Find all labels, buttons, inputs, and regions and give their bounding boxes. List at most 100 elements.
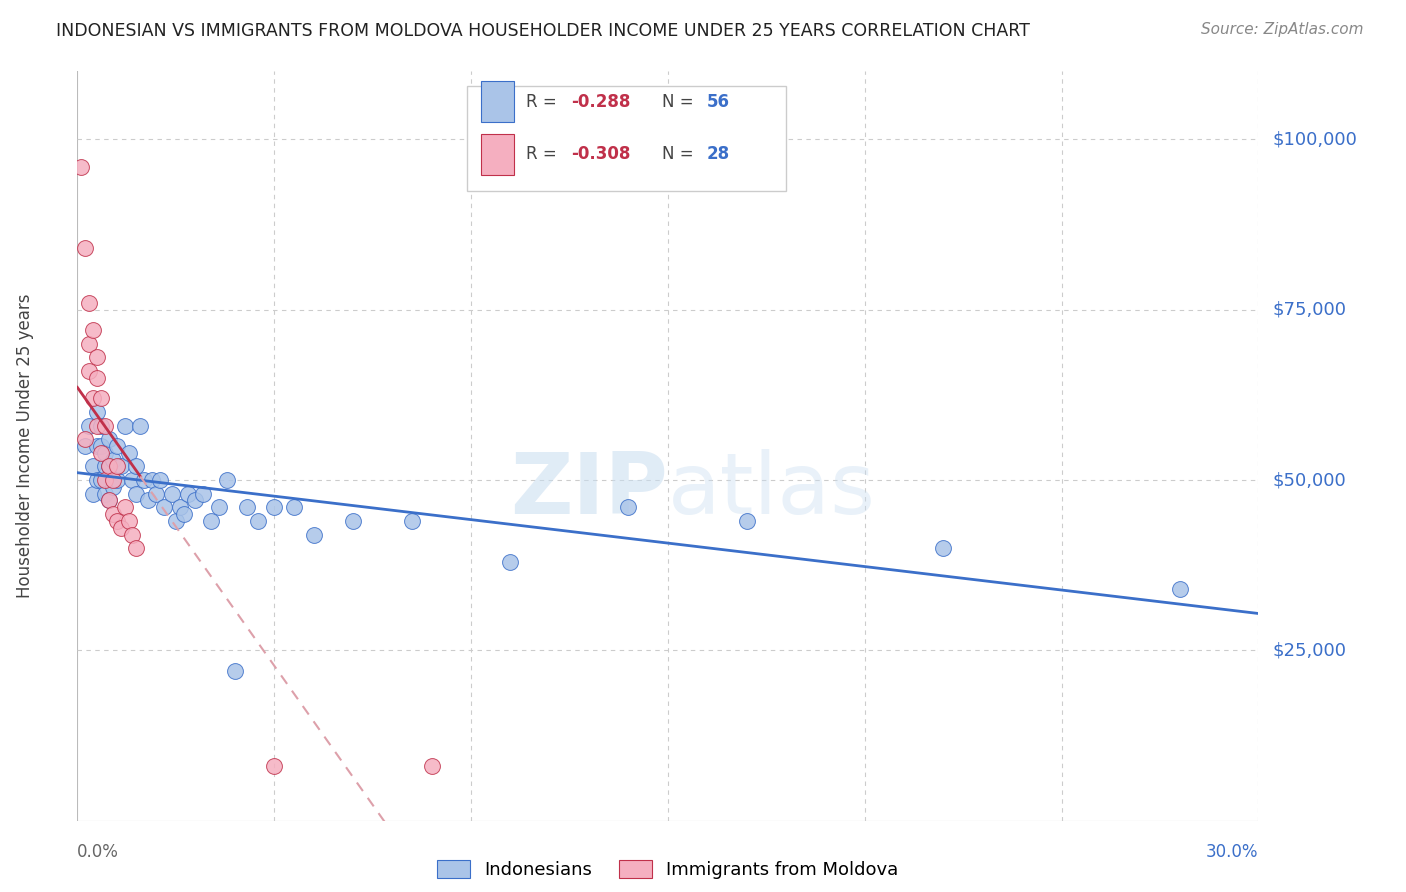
- Point: [86, 371, 108, 385]
- Point: [105, 473, 128, 487]
- Point: [184, 493, 207, 508]
- Point: [86, 405, 108, 419]
- Point: [101, 452, 124, 467]
- FancyBboxPatch shape: [481, 134, 515, 175]
- Point: [145, 486, 167, 500]
- Point: [263, 759, 285, 773]
- Text: R =: R =: [526, 145, 562, 163]
- Point: [932, 541, 955, 556]
- Point: [97, 493, 120, 508]
- Text: $100,000: $100,000: [1272, 130, 1357, 148]
- Point: [86, 473, 108, 487]
- Point: [136, 493, 159, 508]
- Text: 30.0%: 30.0%: [1206, 843, 1258, 861]
- Point: [97, 432, 120, 446]
- Point: [90, 446, 112, 460]
- Point: [82, 486, 104, 500]
- Legend: Indonesians, Immigrants from Moldova: Indonesians, Immigrants from Moldova: [430, 853, 905, 887]
- Point: [82, 392, 104, 406]
- Point: [283, 500, 305, 515]
- Text: -0.288: -0.288: [571, 93, 630, 111]
- Point: [117, 514, 139, 528]
- Point: [86, 439, 108, 453]
- Point: [193, 486, 215, 500]
- Point: [101, 507, 124, 521]
- Point: [114, 500, 136, 515]
- Point: [82, 323, 104, 337]
- Point: [86, 351, 108, 365]
- Point: [1168, 582, 1191, 596]
- Point: [101, 473, 124, 487]
- Point: [114, 418, 136, 433]
- Point: [235, 500, 257, 515]
- Point: [110, 459, 132, 474]
- Point: [90, 439, 112, 453]
- Point: [617, 500, 640, 515]
- Point: [77, 418, 100, 433]
- Point: [77, 336, 100, 351]
- Point: [110, 521, 132, 535]
- Point: [499, 555, 522, 569]
- Point: [263, 500, 285, 515]
- Point: [94, 486, 117, 500]
- Point: [247, 514, 270, 528]
- Point: [105, 514, 128, 528]
- Text: 28: 28: [707, 145, 730, 163]
- Point: [90, 418, 112, 433]
- Point: [94, 446, 117, 460]
- Point: [165, 514, 187, 528]
- Point: [129, 418, 152, 433]
- Point: [401, 514, 423, 528]
- Point: [70, 160, 93, 174]
- Point: [302, 527, 325, 541]
- Point: [224, 664, 246, 678]
- Text: 56: 56: [707, 93, 730, 111]
- Text: N =: N =: [662, 145, 699, 163]
- Point: [134, 473, 156, 487]
- Point: [82, 459, 104, 474]
- Text: R =: R =: [526, 93, 562, 111]
- Text: N =: N =: [662, 93, 699, 111]
- Point: [94, 473, 117, 487]
- Text: Householder Income Under 25 years: Householder Income Under 25 years: [17, 293, 34, 599]
- Point: [90, 392, 112, 406]
- Point: [173, 507, 195, 521]
- Point: [121, 527, 143, 541]
- Point: [169, 500, 191, 515]
- Text: 0.0%: 0.0%: [77, 843, 120, 861]
- Point: [176, 486, 198, 500]
- Point: [735, 514, 758, 528]
- Point: [77, 364, 100, 378]
- Point: [75, 432, 97, 446]
- Point: [90, 473, 112, 487]
- Point: [208, 500, 231, 515]
- Point: [105, 459, 128, 474]
- Point: [149, 473, 172, 487]
- Point: [101, 480, 124, 494]
- Text: $50,000: $50,000: [1272, 471, 1346, 489]
- Point: [94, 459, 117, 474]
- Point: [125, 459, 148, 474]
- Text: -0.308: -0.308: [571, 145, 630, 163]
- Point: [77, 296, 100, 310]
- Text: $25,000: $25,000: [1272, 641, 1347, 659]
- Point: [75, 439, 97, 453]
- Point: [75, 242, 97, 256]
- Point: [125, 541, 148, 556]
- Point: [94, 418, 117, 433]
- Text: atlas: atlas: [668, 450, 876, 533]
- Point: [105, 439, 128, 453]
- Point: [97, 459, 120, 474]
- Point: [342, 514, 364, 528]
- FancyBboxPatch shape: [481, 81, 515, 122]
- Point: [97, 459, 120, 474]
- Point: [125, 486, 148, 500]
- Point: [121, 473, 143, 487]
- Point: [141, 473, 163, 487]
- Point: [200, 514, 222, 528]
- Point: [160, 486, 183, 500]
- Text: INDONESIAN VS IMMIGRANTS FROM MOLDOVA HOUSEHOLDER INCOME UNDER 25 YEARS CORRELAT: INDONESIAN VS IMMIGRANTS FROM MOLDOVA HO…: [56, 22, 1031, 40]
- Text: Source: ZipAtlas.com: Source: ZipAtlas.com: [1201, 22, 1364, 37]
- FancyBboxPatch shape: [467, 87, 786, 191]
- Point: [153, 500, 176, 515]
